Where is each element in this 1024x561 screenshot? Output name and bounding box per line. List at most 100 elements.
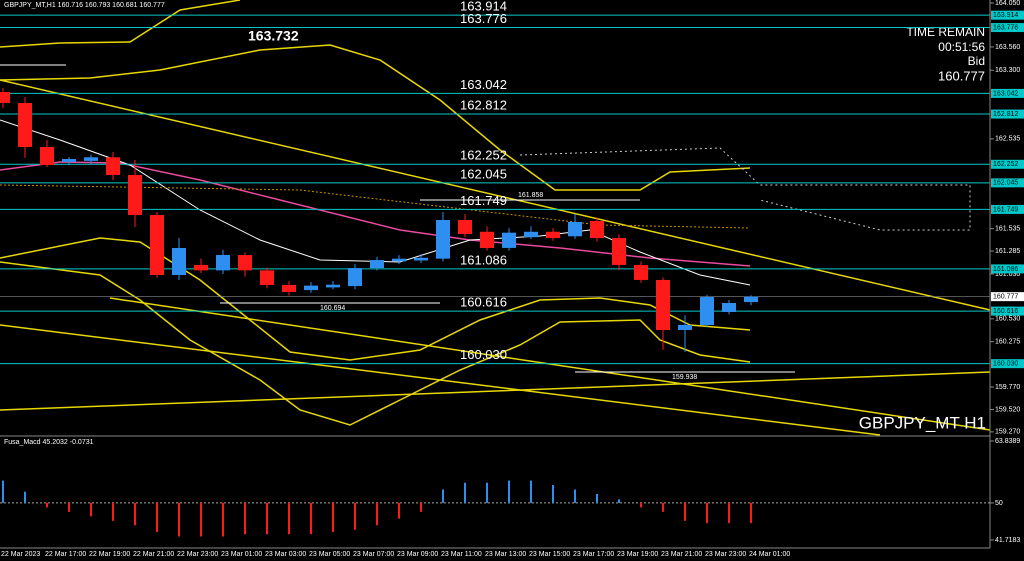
candle-body <box>216 255 230 271</box>
level-label: 160.616 <box>460 295 507 310</box>
histogram-bar <box>618 499 620 503</box>
x-tick-label: 23 Mar 09:00 <box>397 551 438 558</box>
chart-header: GBPJPY_MT,H1 160.716 160.793 160.681 160… <box>4 2 165 9</box>
y-tick-label: 50 <box>995 500 1003 507</box>
level-axis-box <box>991 204 1024 214</box>
x-tick-label: 23 Mar 11:00 <box>441 551 482 558</box>
level-axis-label: 162.812 <box>993 111 1018 118</box>
histogram-bar <box>178 502 180 537</box>
level-axis-label: 160.030 <box>993 361 1018 368</box>
candle-body <box>414 257 428 261</box>
histogram-bar <box>288 502 290 535</box>
histogram-bar <box>640 502 642 508</box>
level-label: 162.045 <box>460 166 507 181</box>
candle-body <box>0 91 10 104</box>
level-axis-label: 161.086 <box>993 266 1018 273</box>
y-tick-label: 159.770 <box>995 384 1020 391</box>
level-label: 163.914 <box>460 0 507 14</box>
x-tick-label: 23 Mar 23:00 <box>705 551 746 558</box>
level-axis-box <box>991 359 1024 369</box>
y-tick-label: 161.285 <box>995 248 1020 255</box>
x-tick-label: 22 Mar 17:00 <box>45 551 86 558</box>
histogram-bar <box>222 502 224 537</box>
histogram-bar <box>244 502 246 535</box>
histogram-bar <box>442 489 444 503</box>
candle-body <box>62 158 76 162</box>
candle-body <box>18 103 32 147</box>
time-remain-label: TIME REMAIN <box>906 25 985 39</box>
candle-body <box>260 270 274 285</box>
bid-label: Bid <box>968 54 985 68</box>
y-tick-label: 162.535 <box>995 136 1020 143</box>
level-axis-box <box>991 178 1024 188</box>
candle-body <box>568 221 582 237</box>
candle-body <box>40 146 54 166</box>
level-axis-label: 163.776 <box>993 24 1018 31</box>
bid-value: 160.777 <box>938 68 985 83</box>
candle-body <box>436 220 450 259</box>
histogram-bar <box>112 502 114 521</box>
level-axis-box <box>991 10 1024 20</box>
histogram-bar <box>266 502 268 535</box>
x-tick-label: 23 Mar 01:00 <box>221 551 262 558</box>
candle-body <box>546 231 560 239</box>
level-label: 160.030 <box>460 347 507 362</box>
candle-body <box>590 220 604 239</box>
x-tick-label: 23 Mar 03:00 <box>265 551 306 558</box>
histogram-bar <box>156 502 158 533</box>
candle-body <box>678 324 692 331</box>
y-tick-label: 161.535 <box>995 225 1020 232</box>
level-label: 161.086 <box>460 252 507 267</box>
x-tick-label: 22 Mar 19:00 <box>89 551 130 558</box>
level-axis-box <box>991 159 1024 169</box>
histogram-bar <box>46 502 48 508</box>
candle-body <box>612 238 626 265</box>
annotation: 163.732 <box>248 28 299 44</box>
histogram-bar <box>376 502 378 526</box>
y-tick-label: 159.270 <box>995 429 1020 436</box>
level-axis-box <box>991 88 1024 98</box>
histogram-bar <box>486 482 488 503</box>
y-tick-label: 41.7183 <box>995 537 1020 544</box>
level-label: 163.776 <box>460 11 507 26</box>
candle-body <box>304 285 318 291</box>
x-tick-label: 22 Mar 21:00 <box>133 551 174 558</box>
candle-body <box>282 284 296 292</box>
y-tick-label: 160.530 <box>995 316 1020 323</box>
annotation: 161.858 <box>518 192 543 199</box>
y-tick-label: 163.560 <box>995 44 1020 51</box>
annotation: 160.694 <box>320 305 345 312</box>
candle-body <box>524 231 538 238</box>
histogram-bar <box>662 502 664 512</box>
candle-body <box>634 264 648 280</box>
x-tick-label: 23 Mar 07:00 <box>353 551 394 558</box>
candle-body <box>502 232 516 248</box>
histogram-bar <box>706 502 708 524</box>
indicator-lines <box>0 0 991 436</box>
candle-body <box>194 264 208 271</box>
y-tick-label: 160.275 <box>995 339 1020 346</box>
histogram-bar <box>90 502 92 517</box>
candle-body <box>700 296 714 325</box>
histogram-bar <box>398 502 400 519</box>
y-tick-label: 159.520 <box>995 406 1020 413</box>
candle-body <box>392 258 406 262</box>
annotation: 159.938 <box>672 374 697 381</box>
histogram-bar <box>310 502 312 535</box>
bid-axis-box <box>991 292 1024 302</box>
histogram-bar <box>332 502 334 533</box>
candle-body <box>722 303 736 312</box>
level-label: 162.812 <box>460 97 507 112</box>
level-axis-label: 162.045 <box>993 180 1018 187</box>
candle-body <box>150 214 164 276</box>
histogram-bar <box>530 480 532 503</box>
level-axis-label: 162.252 <box>993 161 1018 168</box>
x-tick-label: 23 Mar 15:00 <box>529 551 570 558</box>
candle-body <box>106 157 120 175</box>
x-tick-label: 23 Mar 05:00 <box>309 551 350 558</box>
histogram-bar <box>2 480 4 503</box>
y-tick-label: 63.8389 <box>995 438 1020 445</box>
candle-body <box>128 174 142 215</box>
y-tick-label: 163.300 <box>995 67 1020 74</box>
level-label: 161.749 <box>460 193 507 208</box>
